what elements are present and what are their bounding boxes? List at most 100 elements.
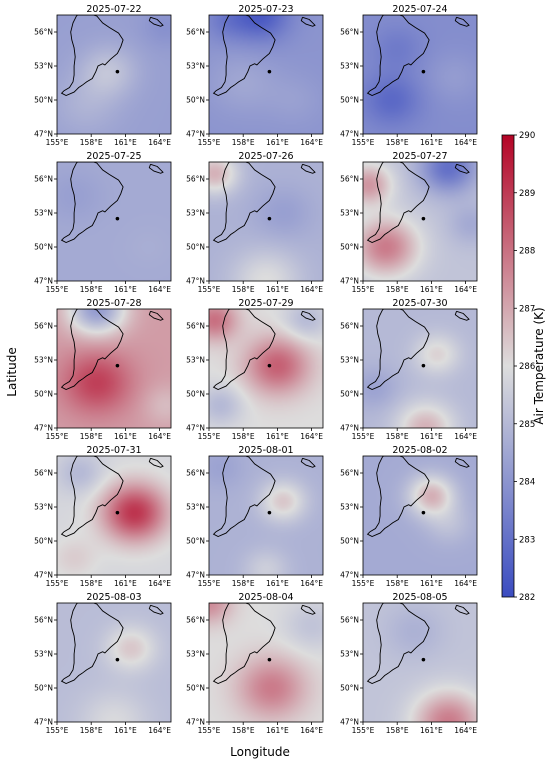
y-tick-label: 53°N [186, 650, 205, 659]
island-outline [454, 163, 470, 174]
y-tick-label: 56°N [34, 175, 53, 184]
colorbar-tick-label: 287 [519, 304, 535, 314]
temperature-field [363, 15, 477, 134]
station-marker [267, 69, 272, 74]
x-tick-label: 158°E [80, 138, 103, 147]
y-tick-label: 53°N [34, 503, 53, 512]
colorbar-tick-label: 288 [519, 247, 535, 257]
y-tick-label: 56°N [34, 28, 53, 37]
y-tick-label: 53°N [186, 209, 205, 218]
x-tick-label: 164°E [454, 138, 477, 147]
y-tick-label: 47°N [34, 718, 53, 727]
x-tick-label: 155°E [352, 579, 375, 588]
x-tick-label: 164°E [300, 726, 323, 735]
station-marker [421, 510, 426, 515]
x-tick-label: 155°E [352, 138, 375, 147]
panel-frame [362, 161, 478, 282]
x-tick-label: 161°E [114, 285, 137, 294]
colorbar-tick-label: 282 [519, 593, 535, 603]
map-panel: 2025-07-28 155°E 158°E 161°E 164°E 56°N 53°N 50… [34, 298, 172, 441]
y-tick-label: 53°N [34, 356, 53, 365]
x-tick-label: 155°E [198, 285, 221, 294]
y-tick-label: 53°N [34, 650, 53, 659]
x-tick-label: 161°E [114, 726, 137, 735]
x-tick-label: 164°E [454, 579, 477, 588]
x-tick-label: 155°E [46, 579, 69, 588]
y-tick-label: 50°N [34, 390, 53, 399]
y-tick-label: 53°N [340, 209, 359, 218]
x-tick-label: 164°E [148, 138, 171, 147]
station-marker [421, 363, 426, 368]
y-tick-label: 53°N [34, 209, 53, 218]
coastline [60, 309, 124, 390]
panel-title: 2025-07-30 [392, 298, 447, 309]
x-tick-label: 161°E [420, 138, 443, 147]
island-outline [300, 310, 316, 321]
island-outline [300, 604, 316, 615]
y-tick-label: 50°N [186, 537, 205, 546]
panel-frame [56, 161, 172, 282]
x-tick-label: 164°E [454, 432, 477, 441]
panel-title: 2025-07-24 [392, 4, 447, 15]
panel-frame [56, 308, 172, 429]
station-marker [267, 657, 272, 662]
colorbar-scale [501, 134, 515, 598]
panel-title: 2025-07-31 [86, 445, 141, 456]
coastline [212, 309, 276, 390]
y-tick-label: 56°N [186, 28, 205, 37]
x-tick-label: 155°E [46, 138, 69, 147]
y-tick-label: 56°N [34, 469, 53, 478]
x-tick-label: 164°E [148, 285, 171, 294]
x-tick-label: 164°E [300, 138, 323, 147]
panel-title: 2025-07-27 [392, 151, 447, 162]
coastline [212, 162, 276, 243]
panel-grid: 2025-07-22 155°E 158°E 161°E 164°E 56°N 53°N 50… [34, 4, 478, 735]
x-tick-label: 164°E [148, 726, 171, 735]
y-tick-label: 50°N [340, 96, 359, 105]
temperature-field [57, 162, 171, 281]
map-panel: 2025-07-24 155°E 158°E 161°E 164°E 56°N 53°N 50… [340, 4, 478, 147]
y-tick-label: 56°N [186, 469, 205, 478]
y-tick-label: 56°N [186, 616, 205, 625]
panel-frame [56, 455, 172, 576]
x-tick-label: 158°E [232, 138, 255, 147]
x-tick-label: 164°E [300, 579, 323, 588]
panel-title: 2025-07-23 [238, 4, 293, 15]
x-tick-label: 161°E [114, 432, 137, 441]
island-outline [300, 16, 316, 27]
y-tick-label: 50°N [34, 684, 53, 693]
x-tick-label: 161°E [266, 285, 289, 294]
panel-title: 2025-07-25 [86, 151, 141, 162]
station-marker [421, 216, 426, 221]
y-tick-label: 56°N [340, 616, 359, 625]
coastline [366, 309, 430, 390]
y-tick-label: 53°N [340, 650, 359, 659]
x-tick-label: 158°E [232, 579, 255, 588]
coastline [366, 603, 430, 684]
y-tick-label: 47°N [340, 130, 359, 139]
colorbar-tick-label: 286 [519, 362, 535, 372]
x-tick-label: 155°E [46, 726, 69, 735]
y-tick-label: 53°N [34, 62, 53, 71]
y-tick-label: 53°N [340, 356, 359, 365]
station-marker [421, 69, 426, 74]
y-tick-label: 53°N [340, 503, 359, 512]
island-outline [148, 163, 164, 174]
coastline [212, 15, 276, 96]
panel-frame [208, 455, 324, 576]
map-panel: 2025-07-30 155°E 158°E 161°E 164°E 56°N 53°N 50… [340, 298, 478, 441]
island-outline [454, 310, 470, 321]
station-marker [421, 657, 426, 662]
station-marker [115, 657, 120, 662]
y-tick-label: 53°N [186, 62, 205, 71]
coastline [212, 456, 276, 537]
x-tick-label: 161°E [114, 138, 137, 147]
panel-frame [362, 602, 478, 723]
x-tick-label: 161°E [266, 726, 289, 735]
colorbar-label: Air Temperature (K) [532, 307, 546, 424]
station-marker [267, 216, 272, 221]
x-tick-label: 164°E [300, 432, 323, 441]
x-tick-label: 158°E [80, 432, 103, 441]
island-outline [454, 604, 470, 615]
